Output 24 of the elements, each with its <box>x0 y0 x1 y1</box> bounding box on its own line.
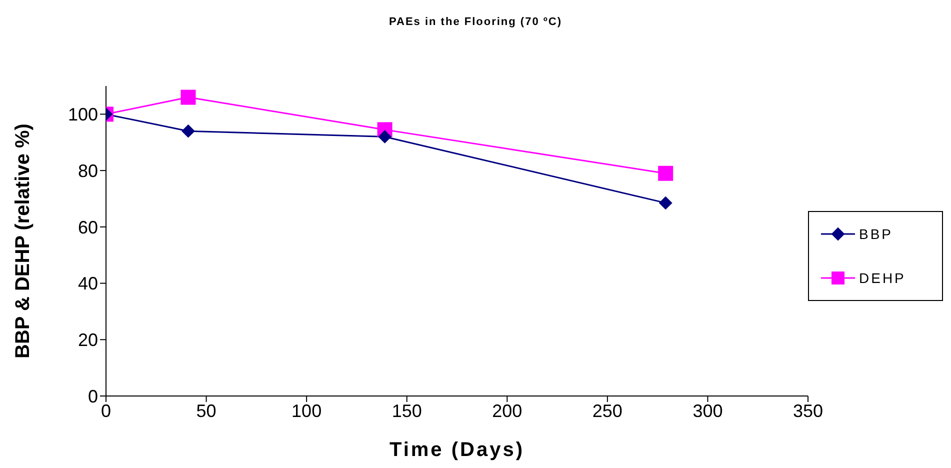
point <box>180 90 196 105</box>
legend-label: DEHP <box>859 270 906 286</box>
point <box>182 124 195 138</box>
x-tick-label: 150 <box>392 400 422 421</box>
y-tick-label: 40 <box>78 274 98 294</box>
x-tick-label: 350 <box>792 400 824 421</box>
point <box>659 196 672 210</box>
x-tick-label: 0 <box>100 400 112 421</box>
x-axis-title: Time (Days) <box>389 439 525 461</box>
point <box>658 166 674 181</box>
y-tick-label: 20 <box>78 330 98 350</box>
x-tick-label: 200 <box>492 400 522 421</box>
y-tick-label: 100 <box>68 104 98 125</box>
y-tick-label: 60 <box>78 217 98 238</box>
y-tick-label: 80 <box>78 160 98 181</box>
y-tick-label: 0 <box>88 386 98 406</box>
x-tick-label: 100 <box>292 400 322 421</box>
y-axis-title: BBP & DEHP (relative %) <box>12 124 34 358</box>
chart-title: PAEs in the Flooring (70 ºC) <box>388 15 563 30</box>
legend-label: BBP <box>859 226 894 242</box>
x-tick-label: 300 <box>692 400 723 421</box>
point <box>378 130 392 144</box>
x-tick-label: 250 <box>592 400 622 421</box>
x-tick-label: 50 <box>196 400 216 421</box>
